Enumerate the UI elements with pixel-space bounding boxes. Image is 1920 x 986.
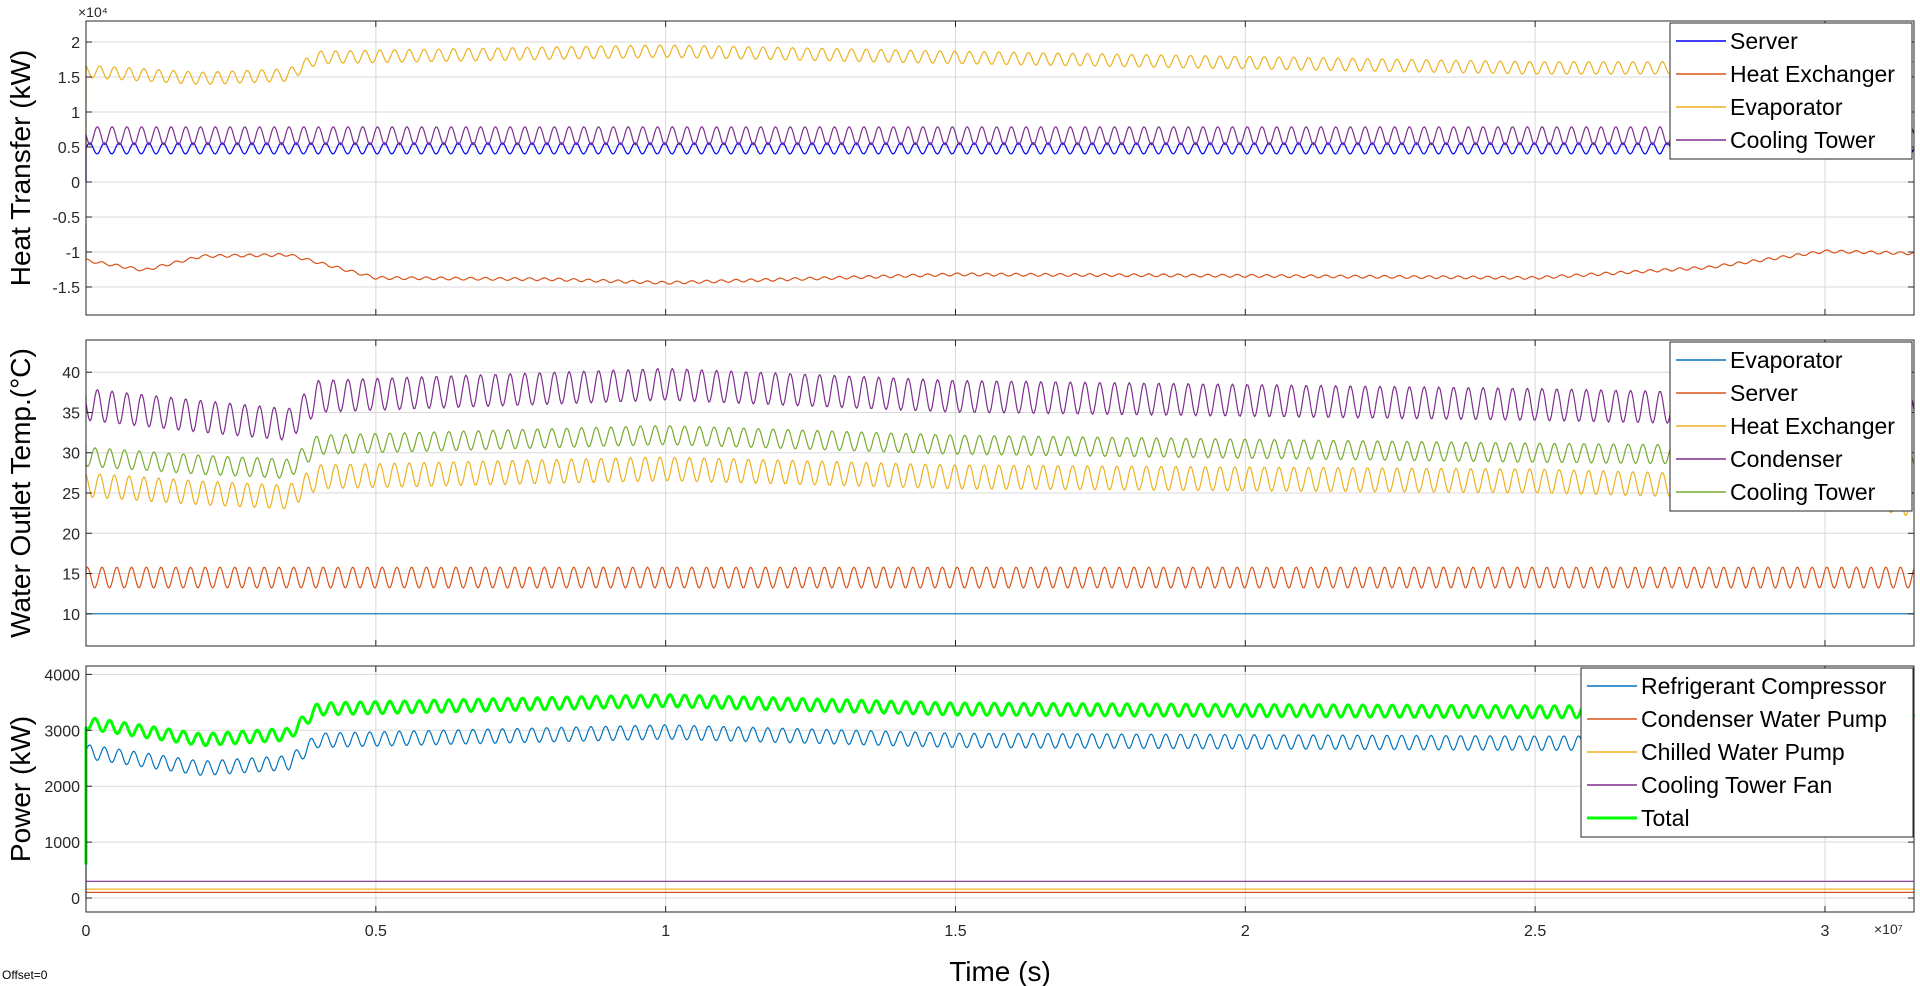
- legend-entry-refrigerant-compressor: Refrigerant Compressor: [1641, 673, 1887, 699]
- legend-entry-server: Server: [1730, 380, 1798, 406]
- legend-entry-cooling-tower: Cooling Tower: [1730, 127, 1876, 153]
- x-axis-label: Time (s): [949, 956, 1051, 986]
- legend-entry-condenser-water-pump: Condenser Water Pump: [1641, 706, 1887, 732]
- y-tick-label: 0: [71, 175, 80, 192]
- legend-entry-evaporator: Evaporator: [1730, 94, 1843, 120]
- x-tick-label: 1: [661, 923, 670, 940]
- y-tick-label: 15: [62, 567, 80, 584]
- y-tick-label: -0.5: [52, 210, 80, 227]
- y-tick-label: 1: [71, 105, 80, 122]
- y-tick-label: 0.5: [58, 140, 80, 157]
- legend-entry-heat-exchanger: Heat Exchanger: [1730, 61, 1895, 87]
- y-axis-label: Water Outlet Temp.(°C): [5, 348, 36, 638]
- series-line-evaporator: [85, 44, 1915, 147]
- series-line-heat-exchanger: [85, 456, 1915, 516]
- x-tick-label: 2.5: [1524, 923, 1546, 940]
- legend-entry-condenser: Condenser: [1730, 446, 1843, 472]
- y-tick-label: 20: [62, 526, 80, 543]
- plot-area: [86, 21, 1914, 315]
- legend-entry-total: Total: [1641, 805, 1690, 831]
- legend-entry-server: Server: [1730, 28, 1798, 54]
- y-tick-label: -1.5: [52, 280, 80, 297]
- y-tick-label: 2: [71, 35, 80, 52]
- series-line-heat-exchanger: [85, 224, 1915, 285]
- legend-entry-heat-exchanger: Heat Exchanger: [1730, 413, 1895, 439]
- legend-entry-cooling-tower-fan: Cooling Tower Fan: [1641, 772, 1832, 798]
- y-tick-label: 1000: [44, 835, 80, 852]
- legend-box: [1669, 22, 1913, 160]
- x-tick-label: 0.5: [365, 923, 387, 940]
- y-tick-label: 1.5: [58, 70, 80, 87]
- y-tick-label: 35: [62, 405, 80, 422]
- panel-1: -1.5 -1 -0.5 0 0.5 1 1.5 2 ×10⁴ Heat Transfer (kW…: [5, 4, 1915, 316]
- legend: Evaporator Server Heat Exchanger Condenser C…: [1669, 341, 1913, 512]
- x-tick-label: 0: [82, 923, 91, 940]
- offset-label: Offset=0: [2, 968, 48, 982]
- series-line-server: [85, 566, 1915, 589]
- y-tick-label: 40: [62, 365, 80, 382]
- series-line-cooling-tower: [85, 425, 1915, 479]
- y-axis-label: Heat Transfer (kW): [5, 50, 36, 286]
- y-exponent-label: ×10⁴: [78, 4, 108, 20]
- x-tick-label: 2: [1241, 923, 1250, 940]
- y-tick-label: 3000: [44, 723, 80, 740]
- legend: Server Heat Exchanger Evaporator Cooling To…: [1669, 22, 1913, 160]
- series-line-cooling-tower: [85, 126, 1915, 182]
- y-tick-label: 10: [62, 607, 80, 624]
- legend-entry-chilled-water-pump: Chilled Water Pump: [1641, 739, 1845, 765]
- panel-2: 10 15 20 25 30 35 40 Water Outlet Temp.(°C) Evap…: [5, 339, 1915, 647]
- y-tick-label: 2000: [44, 779, 80, 796]
- y-tick-label: 4000: [44, 667, 80, 684]
- y-axis-label: Power (kW): [5, 716, 36, 862]
- y-tick-label: 25: [62, 486, 80, 503]
- y-tick-label: -1: [66, 245, 80, 262]
- y-tick-label: 0: [71, 891, 80, 908]
- panel-3: 0 1000 2000 3000 4000 0 0.5 1 1.5 2 2.5 3 ×10⁷ Power …: [5, 665, 1916, 986]
- axes-frame: [85, 20, 1915, 316]
- legend: Refrigerant Compressor Condenser Water Pu…: [1580, 667, 1914, 838]
- series-line-condenser: [85, 367, 1915, 441]
- legend-entry-cooling-tower: Cooling Tower: [1730, 479, 1876, 505]
- legend-entry-evaporator: Evaporator: [1730, 347, 1843, 373]
- x-tick-label: 1.5: [944, 923, 966, 940]
- axes-frame: [85, 665, 1915, 913]
- y-tick-label: 30: [62, 446, 80, 463]
- x-tick-label: 3: [1821, 923, 1830, 940]
- x-exponent-label: ×10⁷: [1874, 921, 1903, 937]
